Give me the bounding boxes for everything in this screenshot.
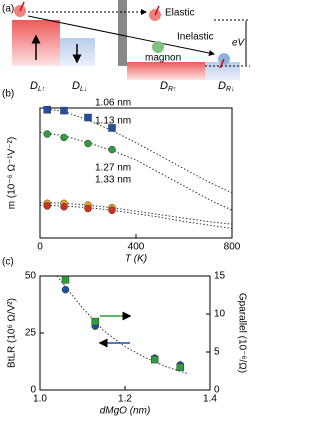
point (176, 363, 184, 371)
point (60, 133, 68, 142)
inelastic-path (27, 15, 215, 56)
point (84, 139, 92, 148)
dos-label: DL↑ (30, 80, 45, 93)
y2-tick-label: 10 (214, 309, 226, 320)
fit-curve (56, 275, 189, 375)
y2-axis-label: Gparallel (10⁻⁶/Ω) (236, 293, 247, 373)
y-tick-label: 25 (25, 328, 37, 339)
barrier (118, 0, 127, 66)
dos-label: DR↓ (218, 80, 235, 93)
point (108, 145, 116, 154)
magnon-label: magnon (145, 53, 181, 64)
y-tick-label: 50 (25, 271, 37, 282)
band-r-up (127, 62, 205, 80)
inelastic-label: Inelastic (177, 32, 214, 43)
x-axis-label: T (K) (125, 254, 147, 265)
y-axis-label: m (10⁻⁶ Ω⁻¹V⁻²) (7, 137, 18, 209)
point (43, 202, 51, 210)
dos-main: D (218, 80, 226, 92)
dos-main: D (72, 80, 80, 92)
x-tick-label: 400 (128, 242, 145, 253)
series-label: 1.33 nm (95, 175, 131, 186)
x-tick-label: 1.4 (203, 394, 217, 405)
x-tick-label: 1.0 (33, 394, 47, 405)
fit-curve (39, 107, 233, 194)
x-axis-label: dMgO (nm) (100, 406, 151, 417)
x-tick-label: 800 (224, 242, 241, 253)
x-tick-label: 1.2 (118, 394, 132, 405)
point (91, 317, 99, 326)
panel-label: (c) (2, 257, 14, 268)
magnon-icon (152, 41, 164, 53)
series-label: 1.06 nm (95, 98, 131, 109)
point (43, 105, 51, 114)
point (60, 203, 68, 211)
dos-sub: R↓ (226, 86, 235, 93)
fit-curve (39, 204, 233, 229)
y-tick-label: 0 (30, 385, 36, 396)
fit-curve (39, 131, 233, 211)
point (61, 276, 70, 284)
spin (19, 1, 25, 12)
series-label: 1.13 nm (95, 116, 131, 127)
y2-tick-label: 0 (214, 385, 220, 396)
panel-label: (b) (2, 89, 14, 100)
dos-sub: R↑ (168, 86, 177, 93)
dos-label: DR↑ (160, 80, 177, 93)
point (60, 106, 68, 115)
plot-frame (39, 107, 233, 239)
dos-label: DL↓ (72, 80, 87, 93)
panel-label: (a) (2, 4, 14, 15)
point (43, 130, 51, 138)
y-axis-label: BtLR (10⁶ Ω/V²) (7, 298, 18, 368)
panel-a: (a) Elastic Inelastic magnon eV (2, 0, 250, 80)
dos-main: D (160, 80, 168, 92)
dos-sub: L↑ (38, 86, 45, 93)
point (108, 124, 116, 132)
point (151, 355, 159, 364)
dos-main: D (30, 80, 38, 92)
spin (154, 5, 160, 16)
y2-tick-label: 15 (214, 271, 226, 282)
point (84, 113, 92, 122)
dos-sub: L↓ (80, 86, 87, 93)
elastic-label: Elastic (165, 8, 194, 19)
figure: (a) Elastic Inelastic magnon eV DL↑ DL↓ DR… (2, 0, 250, 417)
point (108, 206, 116, 215)
point (84, 204, 92, 213)
ev-label: eV (232, 38, 246, 49)
y2-tick-label: 5 (214, 347, 220, 358)
series-label: 1.27 nm (95, 163, 131, 174)
x-tick-label: 0 (37, 242, 43, 253)
point (61, 285, 70, 294)
spin (219, 58, 225, 69)
fit-curve (39, 201, 233, 225)
